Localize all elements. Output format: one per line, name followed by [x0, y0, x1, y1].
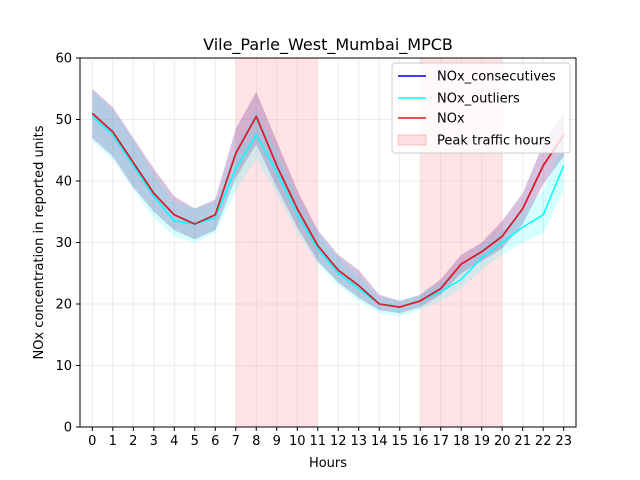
x-tick-label-13: 13 — [350, 434, 367, 449]
data-point-nox-17 — [440, 287, 442, 289]
x-tick-label-18: 18 — [453, 434, 470, 449]
data-point-nox-7 — [235, 152, 237, 154]
x-tick-label-12: 12 — [330, 434, 347, 449]
data-point-nox-outliers-20 — [501, 241, 503, 243]
legend-label-peak-traffic-hours: Peak traffic hours — [437, 134, 551, 149]
data-point-nox-12 — [337, 269, 339, 271]
data-point-nox-outliers-22 — [542, 214, 544, 216]
x-tick-label-6: 6 — [211, 434, 219, 449]
data-point-nox-outliers-23 — [563, 164, 565, 166]
x-tick-label-23: 23 — [555, 434, 572, 449]
band-nox-consecutives — [92, 88, 564, 314]
data-point-nox-outliers-6 — [214, 217, 216, 219]
x-tick-label-2: 2 — [129, 434, 137, 449]
data-point-nox-2 — [132, 161, 134, 163]
data-point-nox-outliers-17 — [440, 291, 442, 293]
legend-label-nox-outliers: NOx_outliers — [437, 92, 520, 107]
data-point-nox-8 — [255, 115, 257, 117]
data-point-nox-18 — [460, 263, 462, 265]
x-tick-label-8: 8 — [252, 434, 260, 449]
data-point-nox-outliers-7 — [235, 168, 237, 170]
data-point-nox-0 — [91, 112, 93, 114]
data-point-nox-19 — [481, 251, 483, 253]
data-point-nox-11 — [317, 244, 319, 246]
legend: NOx_consecutives NOx_outliers NOx Peak t… — [391, 62, 571, 154]
data-point-nox-16 — [419, 300, 421, 302]
legend-swatch-peak-traffic-hours — [397, 134, 427, 146]
y-tick-label-2: 20 — [55, 298, 72, 313]
data-point-nox-10 — [296, 207, 298, 209]
peak-hours-band-1 — [235, 58, 318, 427]
data-point-nox-14 — [378, 303, 380, 305]
x-tick-label-5: 5 — [191, 434, 199, 449]
x-tick-label-14: 14 — [371, 434, 388, 449]
data-point-nox-6 — [214, 214, 216, 216]
data-point-nox-outliers-3 — [153, 195, 155, 197]
series-line-nox — [91, 112, 565, 308]
band-nox-outliers — [92, 91, 564, 317]
chart-title: Vile_Parle_West_Mumbai_MPCB — [203, 35, 453, 55]
data-point-nox-21 — [522, 207, 524, 209]
x-tick-label-3: 3 — [150, 434, 158, 449]
data-point-nox-outliers-18 — [460, 278, 462, 280]
x-tick-label-11: 11 — [309, 434, 326, 449]
legend-label-nox: NOx — [437, 112, 465, 127]
data-point-nox-1 — [112, 131, 114, 133]
data-point-nox-20 — [501, 235, 503, 237]
legend-label-nox-consecutives: NOx_consecutives — [437, 70, 556, 85]
x-axis-label: Hours — [309, 456, 347, 471]
x-tick-label-9: 9 — [273, 434, 281, 449]
x-tick-label-4: 4 — [170, 434, 178, 449]
data-point-nox-outliers-19 — [481, 257, 483, 259]
y-tick-label-4: 40 — [55, 175, 72, 190]
data-point-nox-outliers-10 — [296, 214, 298, 216]
x-tick-label-15: 15 — [391, 434, 408, 449]
x-tick-label-1: 1 — [109, 434, 117, 449]
data-point-nox-22 — [542, 164, 544, 166]
data-point-nox-outliers-8 — [255, 134, 257, 136]
y-tick-label-5: 50 — [55, 113, 72, 128]
data-point-nox-15 — [399, 306, 401, 308]
data-point-nox-5 — [194, 223, 196, 225]
y-tick-label-6: 60 — [55, 52, 72, 67]
x-tick-label-10: 10 — [289, 434, 306, 449]
data-point-nox-outliers-12 — [337, 272, 339, 274]
data-point-nox-4 — [173, 214, 175, 216]
x-tick-label-20: 20 — [494, 434, 511, 449]
x-tick-label-21: 21 — [514, 434, 531, 449]
x-tick-label-7: 7 — [232, 434, 240, 449]
y-tick-label-1: 10 — [55, 359, 72, 374]
x-tick-label-22: 22 — [535, 434, 552, 449]
y-tick-label-0: 0 — [64, 421, 72, 436]
x-tick-label-0: 0 — [88, 434, 96, 449]
data-point-nox-outliers-0 — [91, 115, 93, 117]
data-point-nox-outliers-9 — [276, 171, 278, 173]
legend-box — [391, 62, 571, 154]
x-tick-label-17: 17 — [432, 434, 449, 449]
data-point-nox-outliers-4 — [173, 220, 175, 222]
data-point-nox-outliers-13 — [358, 287, 360, 289]
data-point-nox-3 — [153, 192, 155, 194]
x-tick-label-16: 16 — [412, 434, 429, 449]
y-tick-label-3: 30 — [55, 236, 72, 251]
x-tick-label-19: 19 — [473, 434, 490, 449]
data-point-nox-outliers-21 — [522, 226, 524, 228]
data-point-nox-13 — [358, 284, 360, 286]
series-line-nox-outliers — [91, 115, 565, 308]
y-axis-label: NOx concentration in reported units — [32, 125, 47, 359]
data-point-nox-9 — [276, 164, 278, 166]
